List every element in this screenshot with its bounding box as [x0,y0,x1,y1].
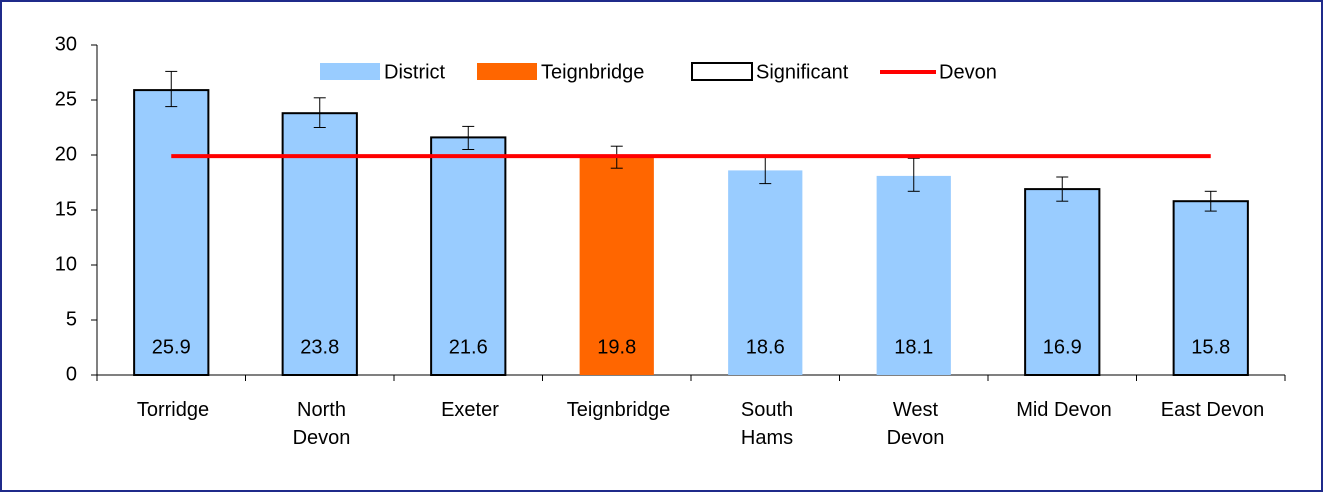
x-tick-label: East Devon [1160,399,1265,421]
value-label: 19.8 [597,336,636,358]
value-label: 16.9 [1043,336,1082,358]
legend-label: Devon [939,61,997,83]
x-tick-label: North Devon [292,399,351,449]
y-tick-label: 30 [55,33,77,55]
value-label: 18.1 [894,336,933,358]
bar [876,175,951,375]
legend-swatch [691,62,753,81]
value-label: 23.8 [300,336,339,358]
x-tick-label: Exeter [441,399,499,421]
x-tick-label: Mid Devon [1016,399,1112,421]
value-label: 15.8 [1191,336,1230,358]
value-label: 18.6 [746,336,785,358]
bar [133,89,210,376]
y-tick-label: 25 [55,88,77,110]
x-tick-label: Torridge [136,399,210,421]
bar [1172,200,1249,376]
value-label: 21.6 [449,336,488,358]
y-tick-label: 0 [66,363,77,385]
legend-swatch [320,63,380,80]
legend-label: Significant [756,61,849,83]
bar [430,136,507,376]
x-tick-label: West Devon [886,399,945,449]
bar [728,170,803,375]
y-tick-label: 5 [66,308,77,330]
bar [1024,188,1101,376]
x-tick-label: Teignbridge [566,399,671,421]
legend-label: Teignbridge [541,61,644,83]
bar [579,157,654,375]
x-tick-label: South Hams [740,399,794,449]
y-tick-label: 20 [55,143,77,165]
y-tick-label: 10 [55,253,77,275]
y-tick-label: 15 [55,198,77,220]
legend-swatch [477,63,537,80]
value-label: 25.9 [152,336,191,358]
legend-label: District [384,61,446,83]
